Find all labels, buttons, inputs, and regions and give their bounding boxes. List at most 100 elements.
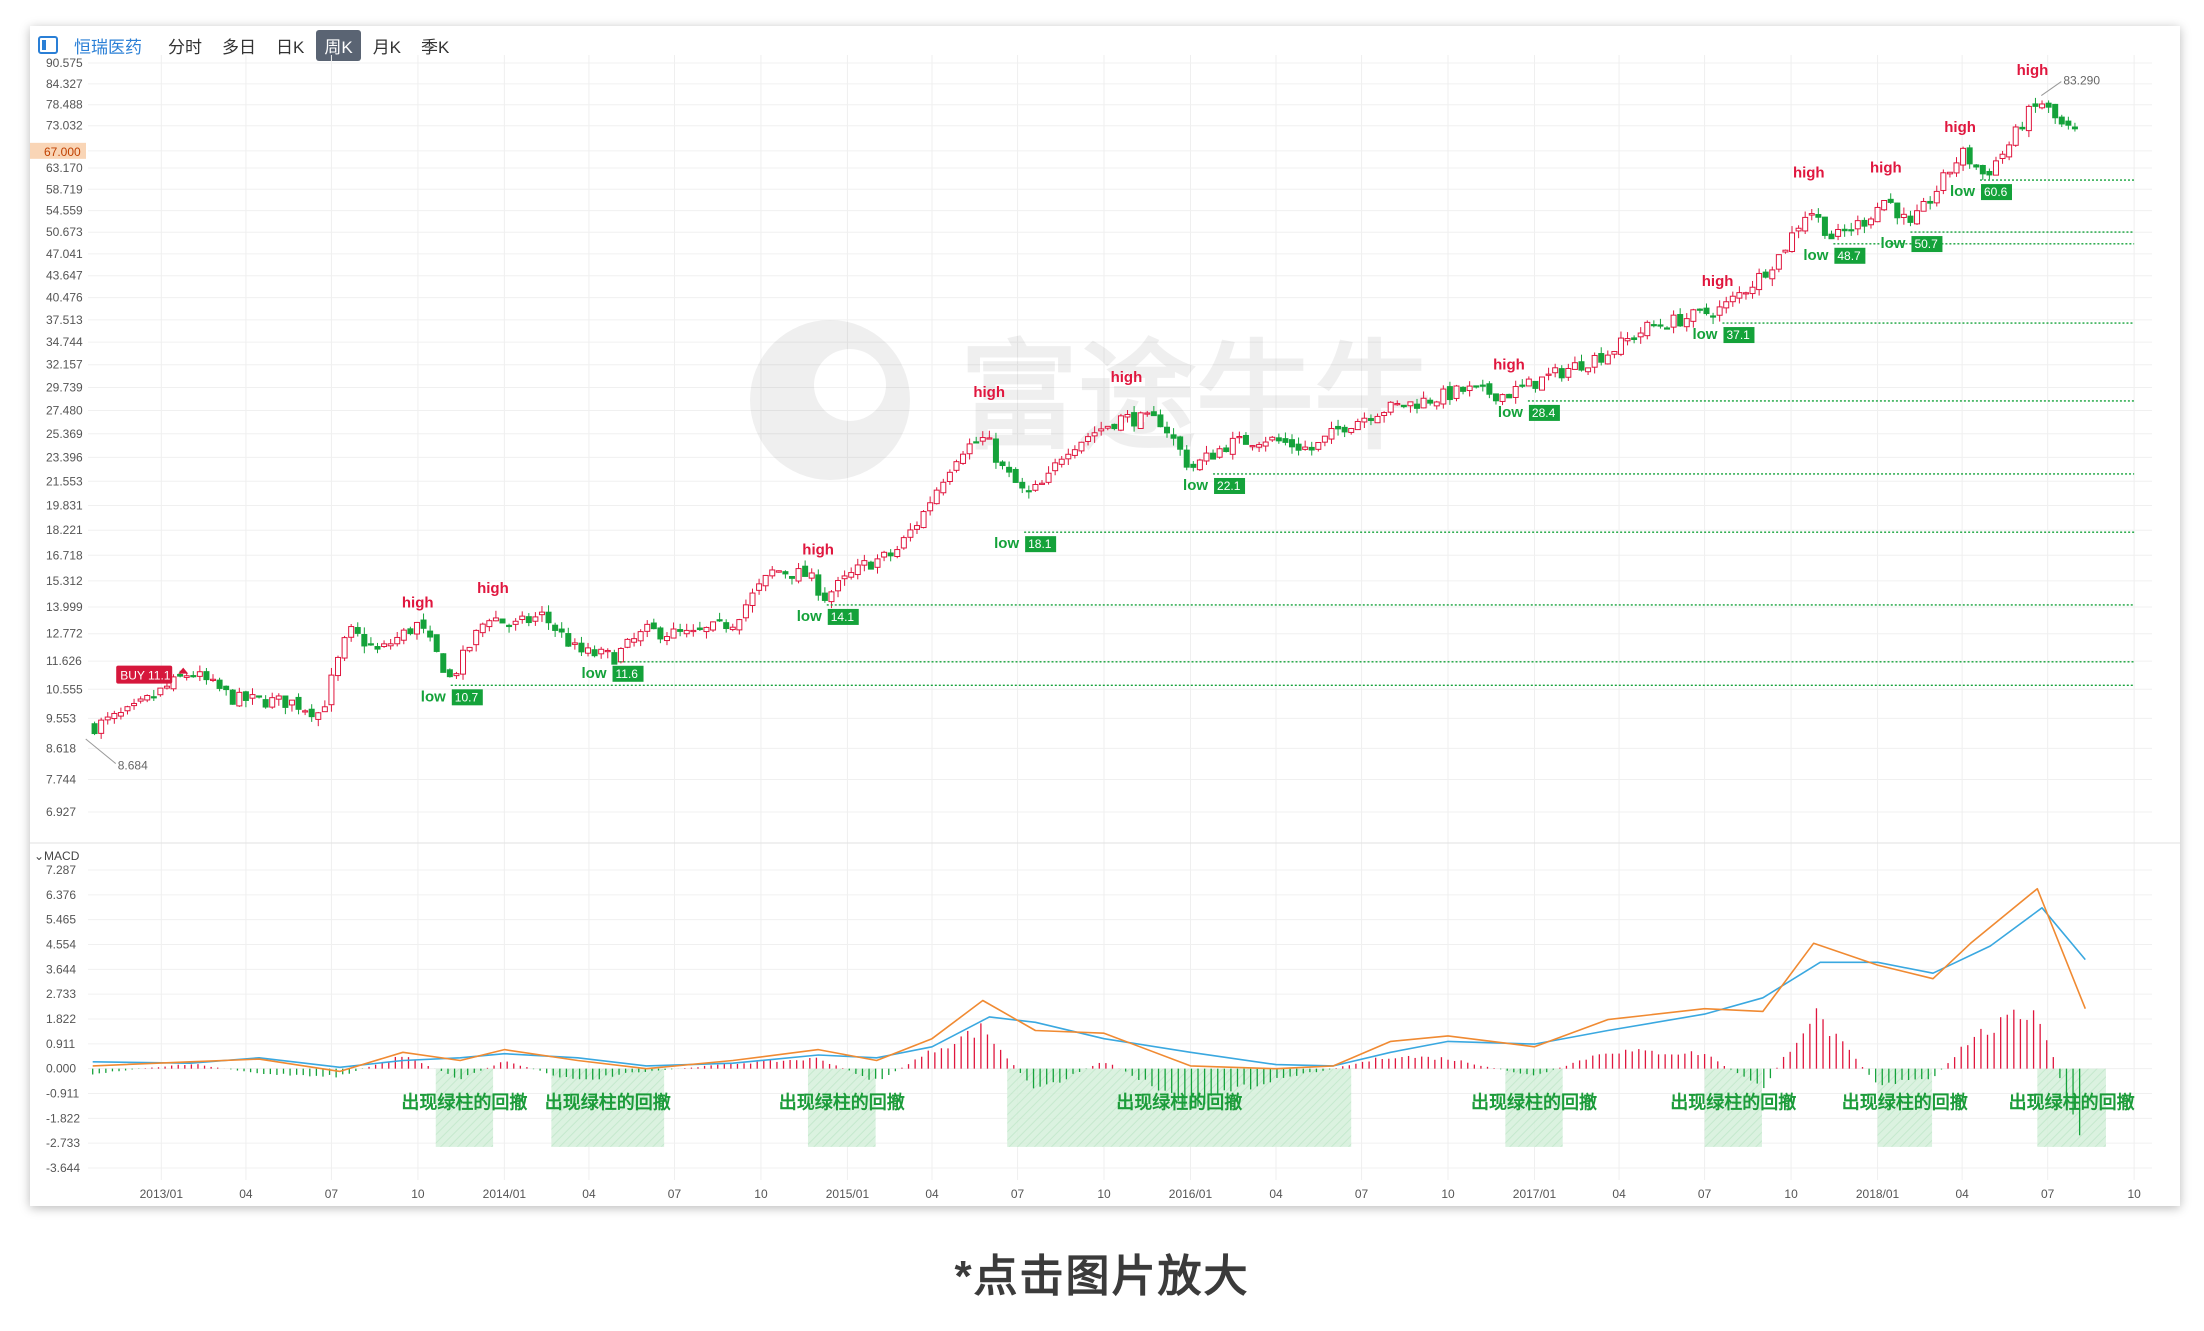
candle-body xyxy=(1749,286,1756,295)
candle-body xyxy=(1019,481,1026,489)
min-price-pointer xyxy=(85,738,117,764)
candle-body xyxy=(1585,367,1592,373)
max-price-pointer xyxy=(2041,81,2062,96)
candle-body xyxy=(1703,307,1710,315)
candle-body xyxy=(335,656,342,677)
x-tick-label: 07 xyxy=(668,1187,682,1201)
y-tick-label: 63.170 xyxy=(46,161,83,175)
candle-body xyxy=(1203,452,1210,462)
candle-body xyxy=(1328,428,1335,440)
watermark-text: 富途牛牛 xyxy=(960,328,1432,466)
buy-label: BUY 11.1 xyxy=(120,669,171,683)
candle-body xyxy=(1506,393,1513,399)
tab-intraday[interactable]: 分时 xyxy=(168,37,202,57)
candle-body xyxy=(973,441,980,444)
candle-body xyxy=(91,723,98,735)
x-tick-label: 04 xyxy=(925,1187,939,1201)
candle-body xyxy=(1492,393,1499,402)
low-label: low xyxy=(1498,404,1523,421)
y-tick-label: 37.513 xyxy=(46,313,83,327)
candle-body xyxy=(387,643,394,647)
y-tick-label: 25.369 xyxy=(46,427,83,441)
candle-body xyxy=(887,552,894,557)
candle-body xyxy=(1946,171,1953,175)
low-price-value: 22.1 xyxy=(1217,479,1241,493)
candle-body xyxy=(400,629,407,641)
x-tick-label: 2016/01 xyxy=(1169,1187,1213,1201)
price-y-axis: 90.575 84.327 78.488 73.032 67.000 63.170 58.7… xyxy=(30,56,86,819)
candle-body xyxy=(604,649,611,653)
candle-body xyxy=(1091,432,1098,437)
candle-body xyxy=(413,621,420,635)
high-label: high xyxy=(1702,273,1734,290)
candle-body xyxy=(282,695,289,708)
pullback-label: 出现绿柱的回撤 xyxy=(1116,1092,1242,1113)
stock-name[interactable]: 恒瑞医药 xyxy=(74,37,142,57)
low-price-value: 18.1 xyxy=(1028,537,1052,551)
candle-body xyxy=(1012,468,1019,483)
candle-body xyxy=(1742,292,1749,295)
candle-body xyxy=(1867,218,1874,226)
candle-body xyxy=(1631,337,1638,340)
tab-multi-day[interactable]: 多日 xyxy=(222,37,256,57)
candle-body xyxy=(690,629,697,633)
candle-body xyxy=(1282,438,1289,443)
candle-body xyxy=(236,691,243,707)
candle-body xyxy=(736,619,743,631)
candle-body xyxy=(1558,368,1565,379)
candle-body xyxy=(999,461,1006,467)
candle-body xyxy=(98,719,105,734)
candle-body xyxy=(1341,426,1348,433)
candle-body xyxy=(1315,442,1322,450)
candle-body xyxy=(1420,397,1427,409)
tab-daily-k[interactable]: 日K xyxy=(276,37,305,57)
candle-body xyxy=(683,629,690,635)
candle-body xyxy=(1887,198,1894,203)
candle-body xyxy=(927,502,934,512)
candle-body xyxy=(1992,160,1999,176)
candle-body xyxy=(966,443,973,455)
candlesticks xyxy=(91,97,2078,739)
candle-body xyxy=(1624,338,1631,342)
candle-body xyxy=(1677,314,1684,327)
candle-body xyxy=(1637,332,1644,338)
buy-arrow-icon xyxy=(178,667,189,674)
candle-body xyxy=(854,564,861,576)
pullback-label: 出现绿柱的回撤 xyxy=(1842,1092,1968,1113)
candle-body xyxy=(1387,401,1394,413)
candle-body xyxy=(1900,213,1907,218)
candle-body xyxy=(835,580,842,592)
candle-body xyxy=(1723,301,1730,309)
candle-body xyxy=(216,679,223,689)
macd-y-tick-label: 4.554 xyxy=(46,938,76,952)
candle-body xyxy=(1519,384,1526,387)
candle-body xyxy=(1611,351,1618,355)
y-tick-label: 11.626 xyxy=(46,654,82,668)
candle-body xyxy=(1414,403,1421,409)
tab-weekly-k[interactable]: 周K xyxy=(316,29,361,61)
candle-body xyxy=(1289,439,1295,448)
pullback-zone xyxy=(1007,1068,1352,1147)
candle-body xyxy=(1295,443,1302,451)
dif-line xyxy=(92,907,2086,1069)
tab-monthly-k[interactable]: 月K xyxy=(372,37,402,57)
y-tick-label: 15.312 xyxy=(46,574,83,588)
buy-tag xyxy=(116,665,173,684)
sidebar-toggle-icon[interactable] xyxy=(38,36,58,54)
y-tick-label: 43.647 xyxy=(46,269,83,283)
candle-body xyxy=(545,611,552,624)
low-price-value: 48.7 xyxy=(1837,249,1861,263)
low-price-value: 10.7 xyxy=(455,690,479,704)
pullback-zone xyxy=(1877,1068,1933,1147)
candle-body xyxy=(979,437,986,442)
x-axis: 2013/01 04 07 10 2014/01 04 07 10 2015/01 04 07 10 2… xyxy=(140,1187,2142,1201)
candle-body xyxy=(1308,446,1315,451)
candle-body xyxy=(269,697,276,708)
candle-body xyxy=(2045,102,2052,108)
candle-body xyxy=(1598,353,1605,363)
candle-body xyxy=(1058,458,1065,465)
tab-quarterly-k[interactable]: 季K xyxy=(421,37,450,57)
candle-body xyxy=(1348,428,1355,433)
toolbar: 恒瑞医药 分时 多日 日K 周K 月K 季K xyxy=(30,26,2180,64)
candle-body xyxy=(861,560,868,566)
